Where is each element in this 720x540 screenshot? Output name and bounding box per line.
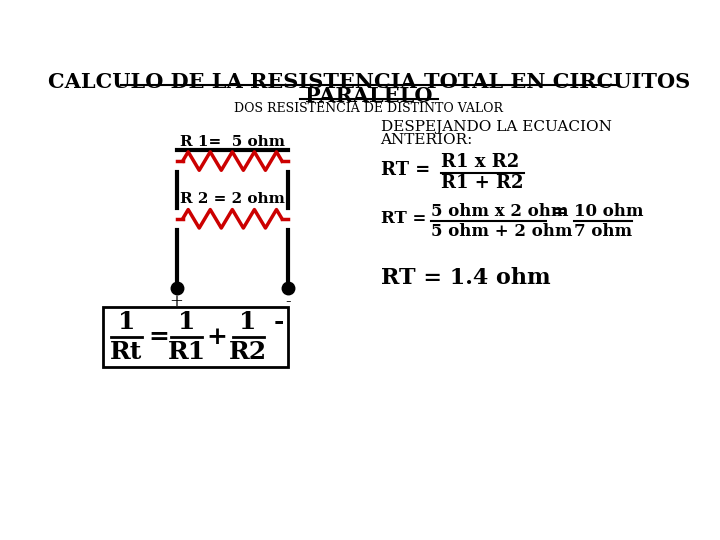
Text: =: = bbox=[552, 202, 566, 220]
Text: -: - bbox=[285, 293, 291, 310]
Text: 5 ohm x 2 ohm: 5 ohm x 2 ohm bbox=[431, 202, 568, 220]
Text: R1 + R2: R1 + R2 bbox=[441, 174, 523, 192]
Text: R2: R2 bbox=[229, 340, 267, 364]
Text: R 1=  5 ohm: R 1= 5 ohm bbox=[180, 135, 285, 148]
Text: 7 ohm: 7 ohm bbox=[574, 222, 632, 240]
Text: RT =: RT = bbox=[381, 210, 426, 227]
Text: CALCULO DE LA RESISTENCIA TOTAL EN CIRCUITOS: CALCULO DE LA RESISTENCIA TOTAL EN CIRCU… bbox=[48, 72, 690, 92]
Text: PARALELO: PARALELO bbox=[305, 86, 433, 106]
Text: R1 x R2: R1 x R2 bbox=[441, 153, 519, 171]
Text: 1: 1 bbox=[240, 309, 257, 334]
Text: DOS RESISTENCIA DE DISTINTO VALOR: DOS RESISTENCIA DE DISTINTO VALOR bbox=[235, 102, 503, 115]
Text: +: + bbox=[170, 293, 184, 310]
FancyBboxPatch shape bbox=[104, 307, 288, 367]
Text: 5 ohm + 2 ohm: 5 ohm + 2 ohm bbox=[431, 222, 572, 240]
Text: RT =: RT = bbox=[381, 161, 430, 179]
Text: 1: 1 bbox=[118, 309, 135, 334]
Text: +: + bbox=[207, 325, 228, 349]
Text: 10 ohm: 10 ohm bbox=[574, 202, 644, 220]
Text: 1: 1 bbox=[178, 309, 195, 334]
Text: =: = bbox=[148, 325, 169, 349]
Text: RT = 1.4 ohm: RT = 1.4 ohm bbox=[381, 267, 550, 288]
Text: -: - bbox=[274, 309, 284, 334]
Text: DESPEJANDO LA ECUACION: DESPEJANDO LA ECUACION bbox=[381, 120, 611, 134]
Text: Rt: Rt bbox=[110, 340, 143, 364]
Text: ANTERIOR:: ANTERIOR: bbox=[381, 133, 473, 147]
Text: R 2 = 2 ohm: R 2 = 2 ohm bbox=[180, 192, 285, 206]
Text: R1: R1 bbox=[168, 340, 206, 364]
